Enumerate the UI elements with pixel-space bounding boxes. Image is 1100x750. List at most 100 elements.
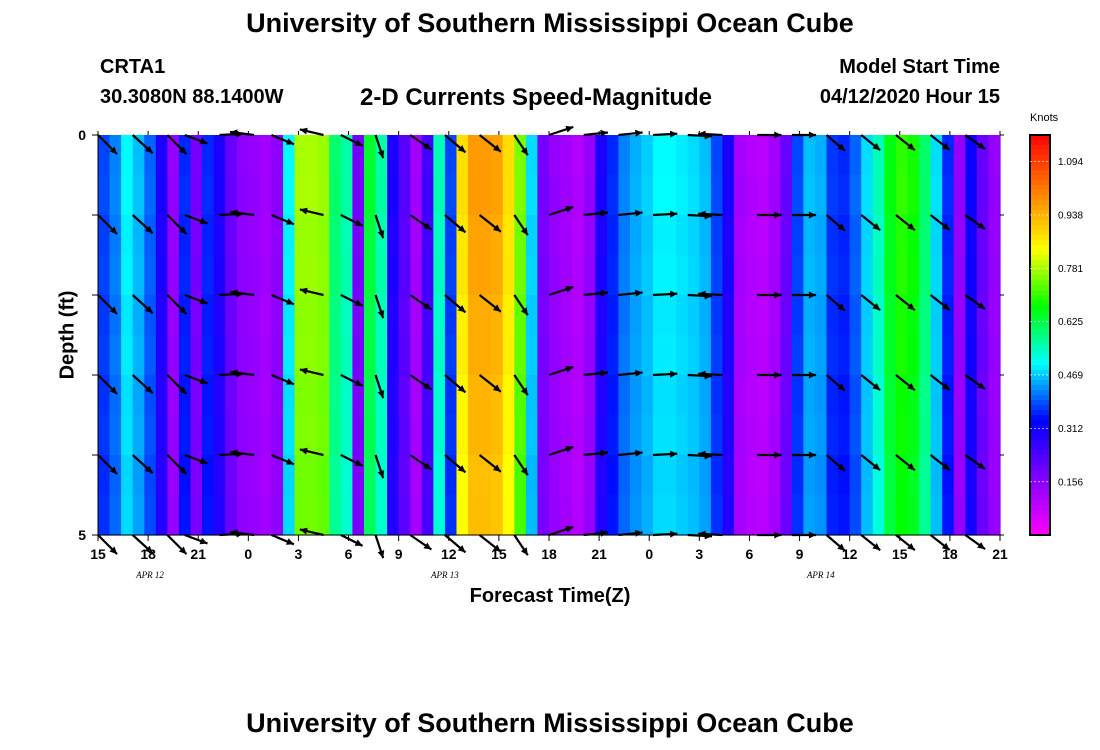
heatmap-cell bbox=[306, 495, 319, 536]
x-tick-label: 0 bbox=[645, 546, 653, 562]
heatmap-cell bbox=[433, 135, 446, 176]
heatmap-cell bbox=[919, 175, 932, 216]
heatmap-cell bbox=[167, 335, 180, 376]
heatmap-cell bbox=[872, 335, 885, 376]
heatmap-cell bbox=[456, 175, 469, 216]
heatmap-cell bbox=[456, 415, 469, 456]
heatmap-cell bbox=[895, 175, 909, 216]
colorbar-step bbox=[1030, 270, 1050, 276]
vector-head bbox=[145, 225, 153, 234]
vector-head bbox=[230, 449, 238, 457]
current-vector bbox=[271, 293, 295, 306]
heatmap-cell bbox=[363, 295, 377, 336]
heatmap-cell bbox=[618, 175, 631, 216]
heatmap-cell bbox=[421, 375, 434, 416]
current-vector bbox=[374, 454, 385, 479]
heatmap-cell bbox=[306, 455, 319, 496]
heatmap-cell bbox=[387, 255, 400, 296]
heatmap-cell bbox=[340, 135, 354, 176]
heatmap-cell bbox=[919, 375, 932, 416]
heatmap-cell bbox=[549, 495, 562, 536]
heatmap-cell bbox=[988, 135, 1001, 176]
vector-head bbox=[109, 226, 118, 235]
heatmap-cell bbox=[514, 255, 527, 296]
vector-head bbox=[457, 385, 466, 393]
heatmap-cell bbox=[456, 335, 469, 376]
colorbar-step bbox=[1030, 365, 1050, 371]
heatmap-cell bbox=[271, 215, 284, 256]
colorbar-tick-label: 0.625 bbox=[1058, 317, 1083, 328]
heatmap-cell bbox=[144, 495, 157, 536]
heatmap-cell bbox=[722, 295, 735, 336]
vector-head bbox=[565, 125, 574, 133]
current-vector bbox=[340, 214, 364, 227]
heatmap-cell bbox=[248, 295, 261, 336]
heatmap-cell bbox=[398, 375, 411, 416]
heatmap-cell bbox=[861, 335, 874, 376]
vector-head bbox=[977, 462, 986, 470]
vector-head bbox=[457, 305, 466, 313]
vector-head bbox=[520, 467, 528, 476]
heatmap-cell bbox=[248, 175, 261, 216]
heatmap-cell bbox=[213, 255, 226, 296]
heatmap-cell bbox=[930, 495, 943, 536]
vector-head bbox=[941, 542, 950, 550]
current-vector bbox=[583, 129, 609, 137]
heatmap-cell bbox=[629, 135, 643, 176]
current-vector bbox=[374, 294, 385, 319]
heatmap-cell bbox=[387, 215, 400, 256]
footer-title: University of Southern Mississippi Ocean… bbox=[246, 708, 854, 738]
heatmap-cell bbox=[155, 335, 168, 376]
heatmap-cell bbox=[132, 175, 145, 216]
heatmap-cell bbox=[549, 255, 562, 296]
colorbar-step bbox=[1030, 380, 1050, 386]
heatmap-cell bbox=[340, 495, 354, 536]
heatmap-cell bbox=[444, 175, 458, 216]
heatmap-cell bbox=[780, 255, 793, 296]
heatmap-cell bbox=[861, 375, 874, 416]
heatmap-cell bbox=[768, 295, 781, 336]
heatmap-cell bbox=[421, 135, 434, 176]
heatmap-cell bbox=[907, 295, 920, 336]
vector-head bbox=[199, 217, 208, 225]
vector-head bbox=[199, 537, 208, 545]
colorbar-step bbox=[1030, 385, 1050, 391]
heatmap-cell bbox=[942, 175, 955, 216]
current-vector bbox=[791, 291, 817, 299]
current-vector bbox=[166, 374, 188, 395]
current-vector bbox=[698, 210, 723, 218]
current-vector bbox=[583, 289, 609, 297]
heatmap-cell bbox=[849, 295, 862, 336]
heatmap-cell bbox=[387, 495, 400, 536]
heatmap-cell bbox=[884, 255, 897, 296]
heatmap-cell bbox=[491, 455, 504, 496]
current-vector bbox=[618, 289, 643, 297]
vector-head bbox=[199, 137, 208, 145]
heatmap-cell bbox=[549, 375, 562, 416]
current-vector bbox=[653, 370, 678, 378]
colorbar-step bbox=[1030, 500, 1050, 506]
vector-head bbox=[423, 462, 432, 470]
heatmap-cell bbox=[525, 415, 539, 456]
heatmap-cell bbox=[965, 175, 978, 216]
heatmap-cell bbox=[352, 415, 365, 456]
heatmap-cell bbox=[664, 375, 677, 416]
heatmap-cell bbox=[433, 175, 446, 216]
heatmap-cell bbox=[271, 135, 284, 176]
current-vector bbox=[860, 214, 881, 232]
heatmap-cell bbox=[259, 295, 273, 336]
heatmap-cell bbox=[849, 375, 862, 416]
heatmap-cell bbox=[687, 175, 700, 216]
vector-head bbox=[808, 131, 817, 139]
x-tick-label: 6 bbox=[746, 546, 754, 562]
colorbar-step bbox=[1030, 465, 1050, 471]
colorbar-step bbox=[1030, 145, 1050, 151]
heatmap-cell bbox=[907, 335, 920, 376]
colorbar-step bbox=[1030, 165, 1050, 171]
colorbar-step bbox=[1030, 175, 1050, 181]
heatmap-cell bbox=[514, 375, 527, 416]
vector-head bbox=[354, 539, 363, 546]
heatmap-cell bbox=[363, 375, 377, 416]
heatmap-cell bbox=[514, 295, 527, 336]
heatmap-cell bbox=[953, 495, 966, 536]
